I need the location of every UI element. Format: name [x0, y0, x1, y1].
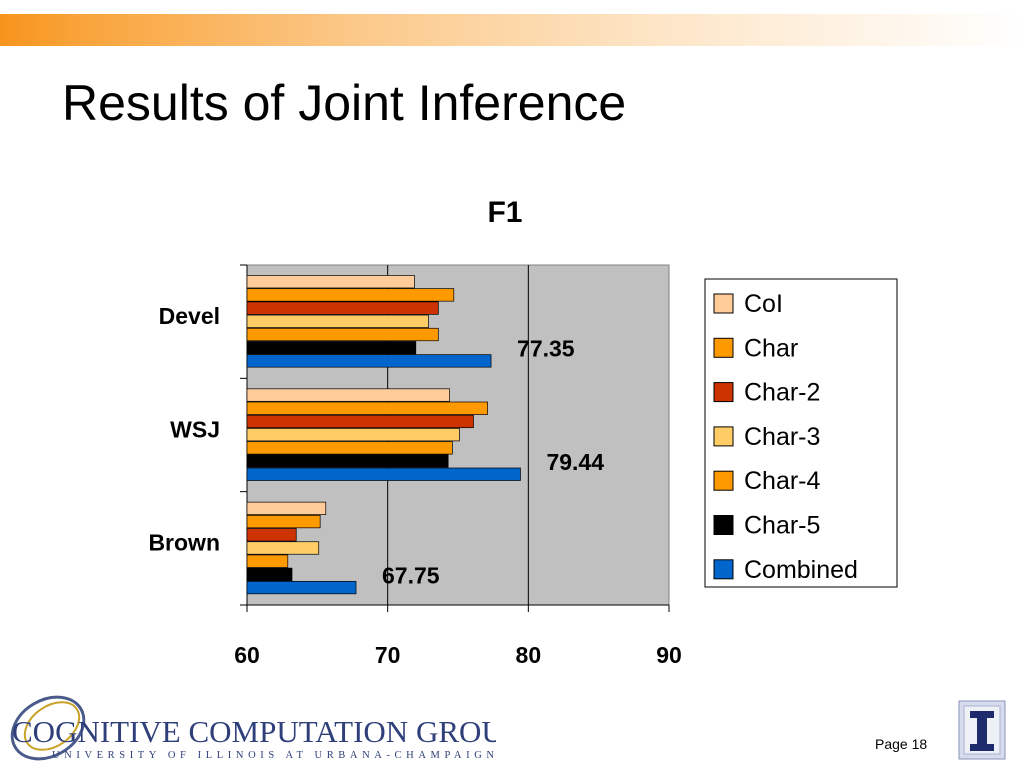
bar-wsj-char-4: [246, 441, 453, 455]
bar-wsj-coi: [246, 388, 450, 402]
data-label-wsj: 79.44: [546, 449, 604, 475]
slide-title: Results of Joint Inference: [62, 75, 627, 131]
y-category-label-wsj: WSJ: [170, 416, 220, 442]
data-label-brown: 67.75: [382, 562, 440, 588]
legend-swatch-char-5: [713, 515, 734, 535]
legend-swatch-char-4: [713, 470, 734, 491]
legend-swatch-combined: [713, 559, 734, 580]
bar-brown-char-5: [246, 567, 293, 581]
x-tick-label-80: 80: [516, 642, 542, 668]
bar-wsj-char-3: [246, 428, 460, 442]
bar-devel-char-2: [246, 301, 439, 315]
bar-wsj-char: [246, 401, 488, 415]
legend-label-char-2: Char-2: [744, 379, 820, 407]
legend-label-char-3: Char-3: [744, 423, 820, 451]
x-tick-label-60: 60: [234, 642, 260, 668]
logo-university-name: UNIVERSITY OF ILLINOIS AT URBANA-CHAMPAI…: [52, 750, 496, 761]
x-tick-label-70: 70: [375, 642, 401, 668]
bar-brown-char-3: [246, 541, 320, 555]
bar-wsj-char-2: [246, 414, 474, 429]
legend-swatch-char: [713, 337, 734, 358]
legend-label-combined: Combined: [744, 556, 858, 584]
page-number: Page 18: [875, 736, 928, 752]
bar-brown-char: [246, 514, 321, 529]
y-category-label-brown: Brown: [148, 530, 220, 556]
y-category-label-devel: Devel: [159, 303, 220, 329]
bar-devel-coi: [246, 275, 415, 289]
bar-wsj-char-5: [246, 454, 449, 468]
bar-devel-char-4: [246, 327, 439, 342]
legend-label-coi: CoI: [744, 290, 783, 318]
bar-devel-char-3: [246, 314, 429, 328]
bar-brown-char-2: [246, 528, 297, 542]
bar-brown-char-4: [246, 554, 289, 568]
bar-devel-char-5: [246, 341, 417, 355]
legend-swatch-char-2: [713, 382, 734, 403]
title-accent-band: [0, 14, 1024, 46]
legend-label-char-4: Char-4: [744, 467, 821, 495]
legend-box: [704, 278, 898, 588]
data-label-devel: 77.35: [517, 336, 575, 362]
bar-brown-combined: [246, 580, 357, 595]
x-tick-label-90: 90: [656, 642, 682, 668]
legend-swatch-coi: [713, 293, 734, 314]
legend-label-char-5: Char-5: [744, 512, 820, 540]
bar-devel-char: [246, 288, 455, 302]
legend-swatch-char-3: [713, 426, 734, 447]
chart-title: F1: [487, 196, 522, 229]
cognitive-computation-group-logo: COGNITIVE COMPUTATION GROUP UNIVERSITY O…: [10, 695, 496, 761]
bar-devel-combined: [246, 354, 492, 368]
university-seal-logo: [958, 700, 1006, 760]
bar-brown-coi: [246, 501, 327, 515]
legend-label-char: Char: [744, 334, 798, 362]
logo-group-name: COGNITIVE COMPUTATION GROUP: [12, 714, 496, 749]
bar-wsj-combined: [246, 467, 521, 481]
